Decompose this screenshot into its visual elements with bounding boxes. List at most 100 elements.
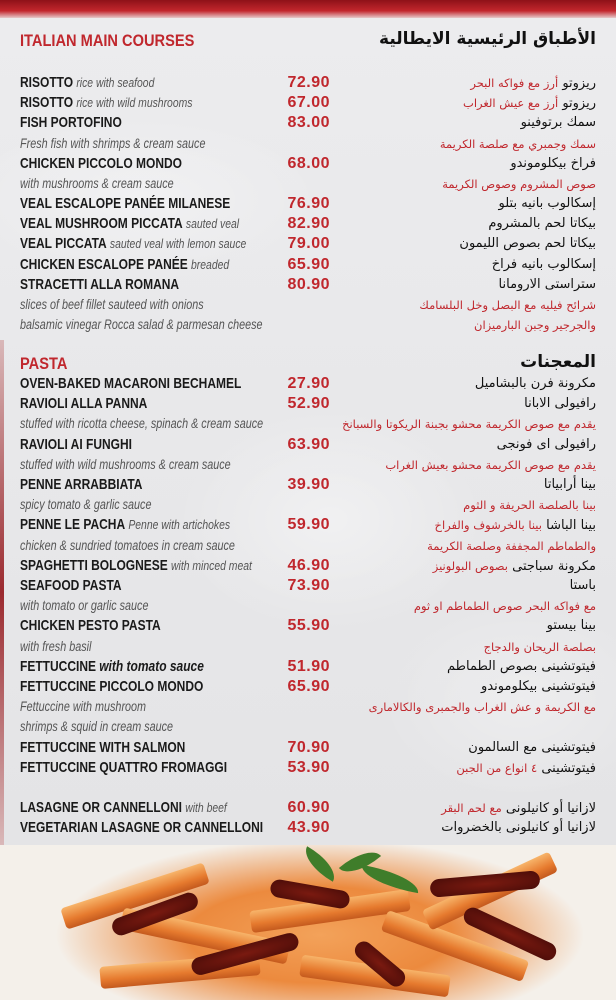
item-english: OVEN-BAKED MACARONI BECHAMEL xyxy=(20,374,241,394)
item-arabic: سمك وجمبري مع صلصة الكريمة xyxy=(440,134,596,155)
item-name-arabic: رافيولى الابانا xyxy=(524,396,596,412)
item-price: 39.90 xyxy=(287,476,330,493)
item-name: PENNE ARRABBIATA xyxy=(20,476,143,493)
item-english: stuffed with wild mushrooms & cream sauc… xyxy=(20,455,231,475)
menu-row: CHICKEN PICCOLO MONDO 68.00 فراخ بيكلوموند… xyxy=(0,154,616,174)
item-name-arabic: بيكاتا لحم بالمشروم xyxy=(488,216,596,232)
item-name-arabic: مكرونة سباجتى xyxy=(512,558,596,574)
item-note: with tomato or garlic sauce xyxy=(20,598,149,614)
item-name-arabic: ريزوتو xyxy=(562,96,596,112)
item-description: breaded xyxy=(191,256,230,272)
menu-row: with mushrooms & cream sauce صوص المشروم … xyxy=(0,174,616,194)
item-name: STRACETTI ALLA ROMANA xyxy=(20,275,180,293)
menu-row: FISH PORTOFINO 83.00 سمك برتوفينو xyxy=(0,113,616,133)
item-name: PENNE LE PACHA xyxy=(20,516,126,534)
menu-row: RAVIOLI ALLA PANNA 52.90 رافيولى الابانا xyxy=(0,394,616,414)
menu-row: VEAL ESCALOPE PANÉE MILANESE 76.90 إسكالوب… xyxy=(0,194,616,214)
item-note: chicken & sundried tomatoes in cream sau… xyxy=(20,537,235,553)
item-name: FISH PORTOFINO xyxy=(20,114,122,132)
item-name-arabic: لازانيا أو كانيلونى بالخضروات xyxy=(441,820,596,836)
item-name-arabic: رافيولى اى فونجى xyxy=(496,436,596,452)
item-name: FETTUCCINE WITH SALMON xyxy=(20,738,186,756)
item-english: with tomato or garlic sauce xyxy=(20,596,148,616)
menu-row: PENNE LE PACHA Penne with artichokes 59.90… xyxy=(0,515,616,535)
item-price: 60.90 xyxy=(287,799,330,816)
item-arabic: بيكاتا لحم بصوص الليمون xyxy=(459,234,596,254)
item-english: RISOTTO rice with wild mushrooms xyxy=(20,93,192,113)
item-description: rice with seafood xyxy=(76,75,155,90)
item-name: RISOTTO xyxy=(20,94,74,112)
item-name: RAVIOLI ALLA PANNA xyxy=(20,395,148,413)
menu-row: with tomato or garlic sauce مع فواكه البح… xyxy=(0,596,616,616)
item-price: 63.90 xyxy=(287,435,330,453)
item-arabic: مع فواكه البحر صوص الطماطم او ثوم xyxy=(414,596,596,617)
item-price: 65.90 xyxy=(287,678,330,695)
item-price: 73.90 xyxy=(287,577,330,594)
item-english: CHICKEN ESCALOPE PANÉE breaded xyxy=(20,255,229,275)
item-english: FISH PORTOFINO xyxy=(20,113,122,133)
menu-row: RISOTTO rice with seafood 72.90 ريزوتو أرز … xyxy=(0,73,616,93)
item-arabic: بينا بيستو xyxy=(547,616,596,636)
menu-row: LASAGNE OR CANNELLONI with beef 60.90 لازان… xyxy=(0,798,616,818)
item-arabic: يقدم مع صوص الكريمة محشو بعيش الغراب xyxy=(385,455,596,476)
item-name: VEAL PICCATA xyxy=(20,235,107,253)
menu-row: SPAGHETTI BOLOGNESE with minced meat 46.90… xyxy=(0,556,616,576)
item-price: 80.90 xyxy=(287,275,330,293)
item-arabic: والطماطم المجففة وصلصة الكريمة xyxy=(427,536,596,557)
menu-row: FETTUCCINE WITH SALMON 70.90 فيتوتشينى مع … xyxy=(0,738,616,758)
item-english: with mushrooms & cream sauce xyxy=(20,174,174,194)
item-description-arabic: بينا بالصلصة الحريفة و الثوم xyxy=(463,498,596,513)
item-arabic: إسكالوب بانيه فراخ xyxy=(492,255,596,275)
item-arabic: رافيولى الابانا xyxy=(524,394,596,414)
item-arabic: بصلصة الريحان والدجاج xyxy=(484,637,596,658)
menu-row: FETTUCCINE PICCOLO MONDO 65.90 فيتوتشينى ب… xyxy=(0,677,616,697)
item-price: 76.90 xyxy=(287,195,330,213)
menu-row: Fresh fish with shrimps & cream sauce سمك… xyxy=(0,134,616,154)
item-name: SEAFOOD PASTA xyxy=(20,577,122,594)
item-description-arabic: أرز مع عيش الغراب xyxy=(463,96,559,111)
item-name-arabic: فيتوتشينى مع السالمون xyxy=(468,739,596,755)
item-note: spicy tomato & garlic sauce xyxy=(20,497,152,513)
item-note: shrimps & squid in cream sauce xyxy=(20,719,174,735)
item-name-arabic: إسكالوب بانيه بتلو xyxy=(498,196,596,212)
menu-row: shrimps & squid in cream sauce xyxy=(0,717,616,737)
item-english: shrimps & squid in cream sauce xyxy=(20,717,173,737)
item-name-arabic: لازانيا أو كانيلونى xyxy=(505,801,596,816)
pasta-title-arabic: المعجنات xyxy=(520,352,596,372)
item-name-arabic: بيكاتا لحم بصوص الليمون xyxy=(459,236,596,252)
item-arabic: بيكاتا لحم بالمشروم xyxy=(488,214,596,234)
item-arabic: فراخ بيكلوموندو xyxy=(510,154,596,174)
item-name: CHICKEN ESCALOPE PANÉE xyxy=(20,255,188,273)
item-note: balsamic vinegar Rocca salad & parmesan … xyxy=(20,317,263,333)
item-arabic: باستا xyxy=(570,576,596,596)
item-name-arabic: ريزوتو xyxy=(562,76,596,91)
item-description: rice with wild mushrooms xyxy=(76,95,193,111)
item-description-arabic: سمك وجمبري مع صلصة الكريمة xyxy=(439,136,596,151)
item-english: RAVIOLI AI FUNGHI xyxy=(20,435,132,455)
item-name: CHICKEN PICCOLO MONDO xyxy=(20,154,182,172)
item-name-arabic: بينا الباشا xyxy=(546,518,596,534)
item-arabic: ستراستى الارومانا xyxy=(499,275,596,295)
menu-row: FETTUCCINE QUATTRO FROMAGGI 53.90 فيتوتشين… xyxy=(0,758,616,778)
menu-row: spicy tomato & garlic sauce بينا بالصلصة … xyxy=(0,495,616,515)
item-note: Fettuccine with mushroom xyxy=(20,699,147,715)
item-description: with beef xyxy=(185,800,227,815)
menu-row: Fettuccine with mushroom مع الكريمة و عش … xyxy=(0,697,616,717)
menu-row: PENNE ARRABBIATA 39.90 بينا أرابياتا xyxy=(0,475,616,495)
item-name: SPAGHETTI BOLOGNESE xyxy=(20,556,168,574)
item-price: 52.90 xyxy=(287,395,330,413)
item-english: Fettuccine with mushroom xyxy=(20,697,146,717)
menu-row: SEAFOOD PASTA 73.90 باستا xyxy=(0,576,616,596)
item-name-arabic: فيتوتشينى بصوص الطماطم xyxy=(447,658,596,674)
item-description-arabic: بصلصة الريحان والدجاج xyxy=(483,639,596,654)
menu-row: balsamic vinegar Rocca salad & parmesan … xyxy=(0,315,616,335)
item-name-arabic: بينا بيستو xyxy=(546,618,596,634)
item-description: with minced meat xyxy=(171,557,252,573)
item-note: with fresh basil xyxy=(20,638,92,654)
menu-row: VEAL PICCATA sauted veal with lemon sauce… xyxy=(0,234,616,254)
menu-row: VEGETARIAN LASAGNE OR CANNELLONI 43.90 لاز… xyxy=(0,818,616,838)
item-name: FETTUCCINE PICCOLO MONDO xyxy=(20,678,204,695)
item-name: RAVIOLI AI FUNGHI xyxy=(20,435,132,453)
item-arabic: والجرجير وجبن البارميزان xyxy=(474,315,596,336)
item-arabic: بينا بالصلصة الحريفة و الثوم xyxy=(463,495,596,516)
